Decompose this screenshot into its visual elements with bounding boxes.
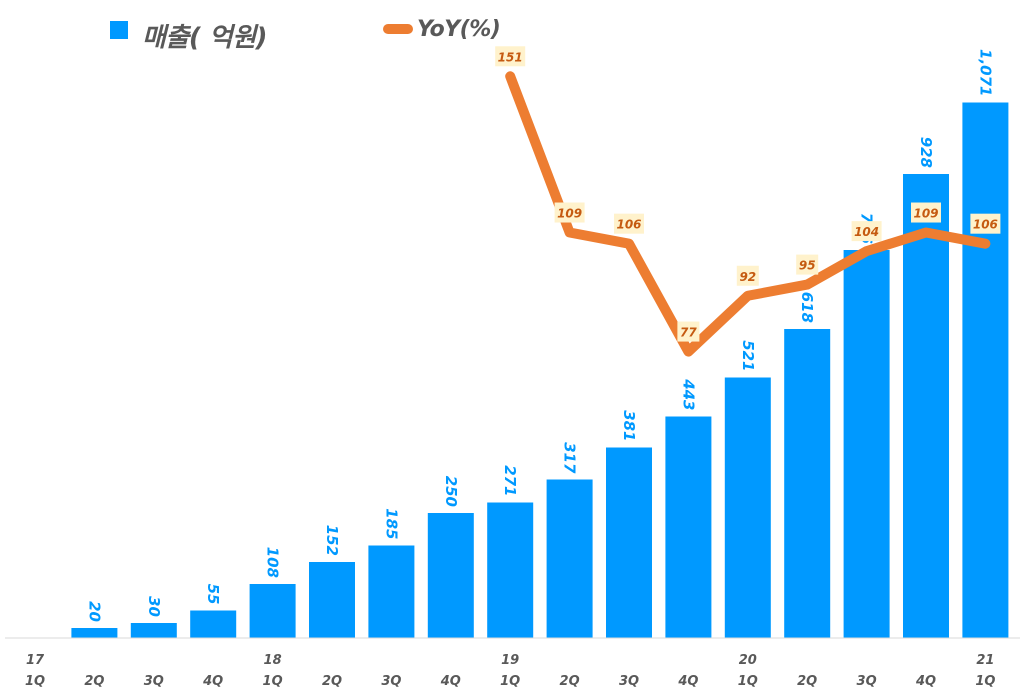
tick-label-year: 21 [976, 653, 994, 668]
bar-value-label: 20 [85, 601, 103, 622]
bar-value-label: 185 [382, 508, 400, 539]
yoy-value-label: 109 [913, 207, 938, 221]
tick-label-year: 18 [264, 653, 282, 668]
bar [724, 377, 771, 638]
yoy-label-box [677, 321, 700, 342]
bar-data-labels: 2030551081521852502713173814435216187769… [85, 49, 994, 622]
yoy-label-box [495, 46, 526, 67]
tick-label-year: 17 [26, 653, 45, 668]
bar-value-label: 381 [620, 410, 638, 441]
bar [903, 174, 949, 638]
yoy-label-box [911, 202, 941, 223]
tick-label-quarter: 3Q [857, 674, 877, 689]
bar [130, 623, 177, 638]
tick-label-quarter: 4Q [440, 674, 461, 689]
bar [368, 545, 415, 638]
tick-label-year: 20 [739, 653, 757, 668]
bar-value-label: 521 [739, 340, 757, 371]
bar [427, 513, 474, 638]
bar-value-label: 152 [323, 525, 341, 556]
bar-value-label: 108 [264, 547, 282, 578]
bar-value-label: 928 [917, 137, 935, 168]
bar-value-label: 618 [798, 292, 816, 323]
x-axis-tick-labels: 17 1Q 2Q 3Q 4Q 18 1Q 2Q 3Q 4Q 19 1Q 2Q 3Q 4Q 20 1Q 2Q 3Q 4Q… [25, 653, 996, 689]
tick-label-quarter: 1Q [738, 674, 758, 689]
yoy-value-label: 151 [498, 50, 523, 64]
legend-item-sales: 매출( 억원) [110, 10, 268, 60]
bar-value-label: 55 [204, 584, 222, 605]
bar-value-label: 443 [679, 378, 697, 410]
tick-label-quarter: 2Q [322, 674, 342, 689]
bar [309, 562, 355, 638]
legend-item-yoy: YoY(%) [383, 10, 501, 60]
bar [962, 102, 1009, 638]
yoy-value-label: 109 [557, 207, 582, 221]
yoy-value-label: 104 [854, 225, 879, 239]
yoy-label-box [736, 265, 759, 286]
yoy-label-box [796, 254, 819, 275]
tick-label-quarter: 3Q [381, 674, 401, 689]
tick-label-quarter: 2Q [560, 674, 580, 689]
yoy-label-box [614, 213, 644, 234]
legend-swatch-sales [110, 21, 128, 39]
tick-label-quarter: 4Q [915, 674, 936, 689]
bar [843, 250, 890, 638]
bar-value-label: 271 [501, 465, 519, 496]
yoy-label-box [851, 221, 882, 242]
yoy-value-label: 106 [973, 218, 998, 232]
tick-label-quarter: 4Q [202, 674, 223, 689]
yoy-value-label: 77 [680, 326, 697, 340]
bar-value-label: 1,071 [976, 49, 994, 96]
bar-value-label: 317 [561, 442, 579, 474]
bar [487, 502, 534, 638]
tick-label-quarter: 2Q [84, 674, 104, 689]
yoy-line [505, 71, 991, 357]
bar [784, 329, 831, 638]
legend-swatch-yoy [383, 24, 413, 34]
legend-label-yoy: YoY(%) [417, 16, 501, 42]
legend-label-sales: 매출( 억원) [142, 22, 268, 53]
tick-label-quarter: 1Q [25, 674, 45, 689]
tick-label-year: 19 [501, 653, 519, 668]
yoy-value-label: 106 [616, 218, 641, 232]
tick-label-quarter: 3Q [144, 674, 164, 689]
bar [71, 628, 118, 638]
bar-value-label: 30 [145, 596, 163, 617]
bar [546, 479, 593, 638]
bar [606, 447, 652, 638]
tick-label-quarter: 1Q [500, 674, 520, 689]
yoy-value-label: 95 [799, 259, 816, 273]
tick-label-quarter: 1Q [263, 674, 283, 689]
tick-label-quarter: 2Q [797, 674, 817, 689]
line-data-labels: 151 109 106 77 92 95 104 109 106 [495, 46, 1001, 342]
yoy-value-label: 92 [739, 270, 756, 284]
bar [665, 416, 712, 638]
yoy-label-box [554, 202, 585, 223]
bar-series-sales [71, 102, 1009, 638]
tick-label-quarter: 3Q [619, 674, 639, 689]
bar [190, 610, 237, 638]
bar [249, 584, 296, 638]
line-series-yoy [505, 71, 991, 357]
yoy-label-box [970, 213, 1001, 234]
bar-value-label: 250 [442, 476, 460, 507]
tick-label-quarter: 1Q [975, 674, 995, 689]
tick-label-quarter: 4Q [677, 674, 698, 689]
